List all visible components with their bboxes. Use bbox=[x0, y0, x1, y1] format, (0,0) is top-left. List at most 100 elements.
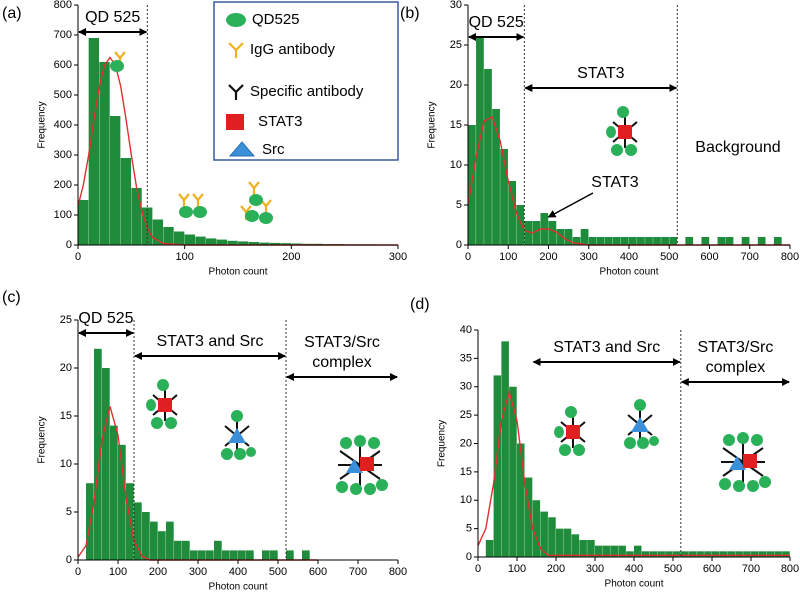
y-tick-label: 20 bbox=[460, 437, 472, 449]
y-tick-label: 200 bbox=[54, 179, 72, 191]
bar bbox=[774, 551, 782, 557]
bar bbox=[198, 550, 206, 560]
bar bbox=[563, 528, 572, 557]
y-tick-label: 20 bbox=[450, 79, 462, 91]
x-axis-label: Photon count bbox=[209, 267, 268, 278]
bar bbox=[509, 386, 517, 557]
bar bbox=[741, 237, 750, 245]
y-tick-label: 25 bbox=[450, 39, 462, 51]
bar bbox=[517, 443, 525, 557]
bar bbox=[564, 229, 573, 245]
bar bbox=[712, 551, 720, 557]
y-tick-label: 0 bbox=[66, 239, 72, 251]
legend-icon bbox=[226, 114, 244, 130]
y-tick-label: 25 bbox=[60, 314, 72, 326]
bar bbox=[184, 234, 196, 245]
x-tick-label: 500 bbox=[660, 251, 678, 263]
bar bbox=[665, 551, 673, 557]
bar bbox=[532, 500, 541, 557]
bar bbox=[500, 149, 508, 245]
bar bbox=[782, 551, 790, 557]
bar bbox=[182, 540, 190, 560]
fit-curve bbox=[77, 406, 318, 561]
bar bbox=[120, 158, 132, 245]
y-tick-label: 400 bbox=[54, 119, 72, 131]
y-tick-label: 40 bbox=[460, 324, 472, 336]
bar bbox=[206, 238, 217, 245]
annotation: STAT3 bbox=[591, 174, 639, 191]
x-tick-label: 100 bbox=[508, 563, 526, 575]
x-tick-label: 300 bbox=[389, 251, 407, 263]
y-tick-label: 30 bbox=[450, 0, 462, 11]
bar bbox=[270, 242, 281, 245]
bar bbox=[673, 551, 681, 557]
panel-label: (d) bbox=[410, 296, 430, 313]
bar bbox=[78, 200, 89, 245]
y-tick-label: 15 bbox=[60, 410, 72, 422]
y-tick-label: 25 bbox=[460, 409, 472, 421]
region-label: complex bbox=[706, 359, 766, 376]
bar bbox=[484, 69, 492, 245]
bar bbox=[688, 551, 697, 557]
bar bbox=[757, 237, 766, 245]
panel-label: (b) bbox=[400, 5, 420, 22]
bar bbox=[206, 550, 214, 560]
bar bbox=[174, 231, 185, 245]
x-tick-label: 0 bbox=[475, 563, 481, 575]
region-label: QD 525 bbox=[78, 310, 133, 327]
region-label: complex bbox=[312, 354, 372, 371]
bar bbox=[222, 550, 230, 560]
bar bbox=[751, 551, 759, 557]
y-axis-label: Frequency bbox=[37, 416, 48, 463]
bar bbox=[641, 551, 650, 557]
y-tick-label: 10 bbox=[460, 494, 472, 506]
bar bbox=[286, 550, 294, 560]
y-tick-label: 600 bbox=[54, 59, 72, 71]
bar bbox=[696, 551, 704, 557]
bar bbox=[634, 545, 642, 557]
x-tick-label: 100 bbox=[499, 251, 517, 263]
bar bbox=[190, 550, 198, 560]
bar bbox=[493, 375, 502, 557]
fit-curve bbox=[467, 116, 790, 246]
y-tick-label: 300 bbox=[54, 149, 72, 161]
bar bbox=[685, 237, 694, 245]
bar bbox=[596, 237, 605, 245]
x-tick-label: 0 bbox=[75, 251, 81, 263]
bar bbox=[743, 551, 751, 557]
bar bbox=[704, 551, 712, 557]
bar bbox=[637, 237, 645, 245]
legend-icon bbox=[228, 141, 256, 157]
y-tick-label: 800 bbox=[54, 0, 72, 11]
bar bbox=[758, 551, 767, 557]
x-tick-label: 0 bbox=[465, 251, 471, 263]
bar bbox=[556, 229, 565, 245]
bar bbox=[661, 237, 669, 245]
bar bbox=[291, 243, 302, 245]
y-tick-label: 0 bbox=[466, 551, 472, 563]
region-label: STAT3 and Src bbox=[553, 339, 660, 356]
bar bbox=[230, 550, 238, 560]
bar bbox=[645, 237, 653, 245]
bar bbox=[612, 237, 621, 245]
bar bbox=[227, 240, 238, 245]
bar bbox=[548, 221, 557, 245]
bar bbox=[152, 219, 164, 245]
x-axis-label: Photon count bbox=[209, 582, 268, 593]
bar bbox=[524, 477, 533, 557]
bar bbox=[485, 539, 494, 557]
y-tick-label: 700 bbox=[54, 29, 72, 41]
bar bbox=[579, 539, 587, 557]
legend-icon bbox=[226, 13, 246, 27]
bar bbox=[727, 551, 736, 557]
y-axis-label: Frequency bbox=[427, 101, 438, 148]
legend-box bbox=[213, 1, 399, 161]
x-tick-label: 400 bbox=[620, 251, 638, 263]
bar bbox=[238, 241, 249, 245]
bar bbox=[158, 531, 166, 560]
x-tick-label: 500 bbox=[269, 566, 287, 578]
x-tick-label: 500 bbox=[664, 563, 682, 575]
y-tick-label: 10 bbox=[450, 159, 462, 171]
y-tick-label: 5 bbox=[66, 506, 72, 518]
